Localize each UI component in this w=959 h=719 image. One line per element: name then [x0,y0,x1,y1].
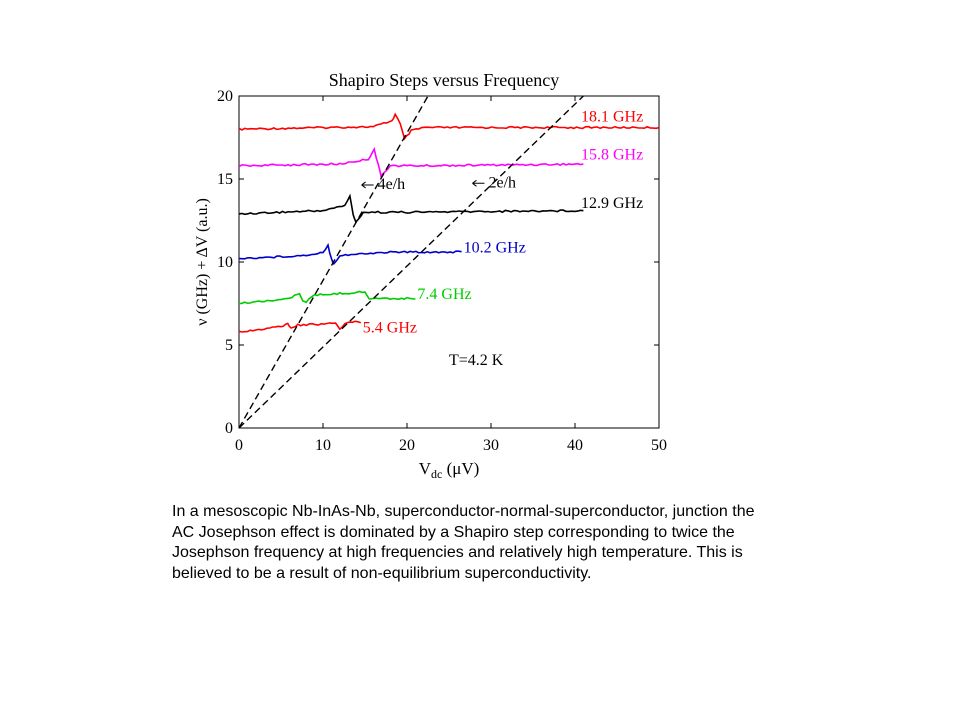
caption-text: In a mesoscopic Nb-InAs-Nb, superconduct… [172,503,755,582]
x-tick-label: 30 [483,437,499,454]
annotation-t-4-2-k: T=4.2 K [449,352,504,369]
y-tick-label: 0 [225,420,233,437]
label-5-4-ghz: 5.4 GHz [363,319,417,336]
label-18-1-ghz: 18.1 GHz [581,109,643,126]
label-12-9-ghz: 12.9 GHz [581,195,643,212]
y-axis-label: ν (GHz) + ΔV (a.u.) [194,198,211,326]
line-2e-h [238,95,584,429]
series-5-4-ghz [238,320,362,333]
series-group [238,95,660,429]
x-tick-label: 50 [651,437,667,454]
x-tick-label: 20 [399,437,415,454]
arrow-2e-h [472,179,485,187]
annotations: 4e/h 2e/h T=4.2 K [361,174,516,369]
label-7-4-ghz: 7.4 GHz [417,286,471,303]
annotation-2e-h: 2e/h [488,174,516,191]
series-7-4-ghz [239,290,416,305]
series-15-8-ghz [238,146,584,178]
x-axis-label: Vdc (μV) [419,459,480,481]
series-labels: 18.1 GHz 15.8 GHz 12.9 GHz 10.2 GHz 7.4 GHz5… [363,109,643,337]
x-tick-label: 0 [235,437,243,454]
series-10-2-ghz [238,242,462,266]
y-tick-label: 10 [217,254,233,271]
line-4e-h [238,95,429,429]
chart-title: Shapiro Steps versus Frequency [329,70,559,90]
y-tick-label: 20 [217,88,233,105]
series-18-1-ghz [238,112,660,141]
series-12-9-ghz [238,193,584,224]
label-15-8-ghz: 15.8 GHz [581,147,643,164]
y-tick-label: 15 [217,171,233,188]
x-tick-label: 40 [567,437,583,454]
arrow-4e-h [361,181,374,189]
x-tick-label: 10 [315,437,331,454]
axes: 0 10 20 30 40 50 0 5 10 15 20 [217,88,667,454]
annotation-4e-h: 4e/h [378,176,406,193]
label-10-2-ghz: 10.2 GHz [464,240,526,257]
y-tick-label: 5 [225,337,233,354]
